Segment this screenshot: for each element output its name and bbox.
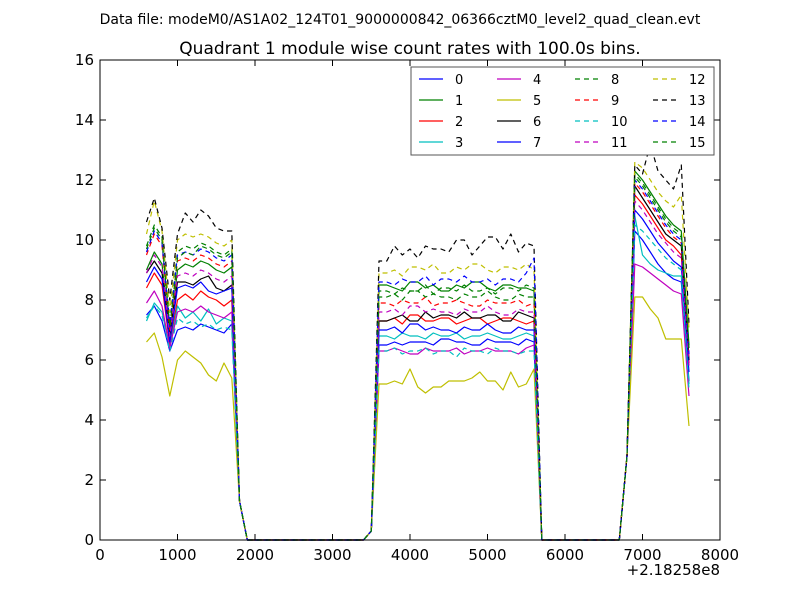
series-line-9 [145, 182, 690, 541]
x-tick-label: 6000 [546, 546, 584, 564]
x-offset-label: +2.18258e8 [627, 561, 720, 579]
legend-label-6: 6 [533, 115, 541, 130]
y-tick-label: 6 [84, 351, 94, 369]
legend-label-9: 9 [611, 94, 619, 109]
y-tick-label: 16 [75, 51, 94, 69]
x-tick-label: 1000 [158, 546, 196, 564]
y-tick-label: 10 [75, 231, 94, 249]
legend-label-13: 13 [689, 94, 706, 109]
legend-label-14: 14 [689, 115, 706, 130]
series-line-10 [145, 224, 690, 541]
y-tick-label: 12 [75, 171, 94, 189]
x-tick-label: 0 [95, 546, 105, 564]
y-tick-label: 14 [75, 111, 94, 129]
axis-ticks: 0 1000 2000 3000 4000 5000 6000 7000 80000246810… [75, 51, 739, 564]
legend-label-12: 12 [689, 73, 706, 88]
data-file-label: Data file: modeM0/AS1A02_124T01_90000008… [100, 12, 701, 28]
legend-label-3: 3 [455, 136, 463, 151]
series-line-7 [145, 209, 690, 541]
series-line-14 [145, 179, 690, 541]
x-tick-label: 4000 [391, 546, 429, 564]
legend-box [410, 66, 715, 156]
legend-label-2: 2 [455, 115, 463, 130]
y-tick-label: 4 [84, 411, 94, 429]
legend-label-11: 11 [611, 136, 628, 151]
chart-title: Quadrant 1 module wise count rates with … [179, 39, 640, 59]
x-tick-label: 5000 [468, 546, 506, 564]
x-tick-label: 8000 [701, 546, 739, 564]
x-tick-label: 2000 [236, 546, 274, 564]
series-line-1 [145, 170, 690, 541]
legend-label-7: 7 [533, 136, 541, 151]
series-line-2 [145, 194, 690, 541]
legend-label-4: 4 [533, 73, 541, 88]
x-tick-label: 3000 [313, 546, 351, 564]
series-lines [145, 143, 690, 541]
x-tick-label: 7000 [623, 546, 661, 564]
y-tick-label: 0 [84, 531, 94, 549]
y-tick-label: 2 [84, 471, 94, 489]
legend-label-10: 10 [611, 115, 628, 130]
y-tick-label: 8 [84, 291, 94, 309]
legend-label-15: 15 [689, 136, 706, 151]
series-line-5 [146, 296, 690, 541]
series-line-6 [145, 185, 690, 541]
legend-label-1: 1 [455, 94, 463, 109]
legend-label-8: 8 [611, 73, 619, 88]
series-line-8 [145, 173, 690, 541]
legend-label-0: 0 [455, 73, 463, 88]
legend-label-5: 5 [533, 94, 541, 109]
